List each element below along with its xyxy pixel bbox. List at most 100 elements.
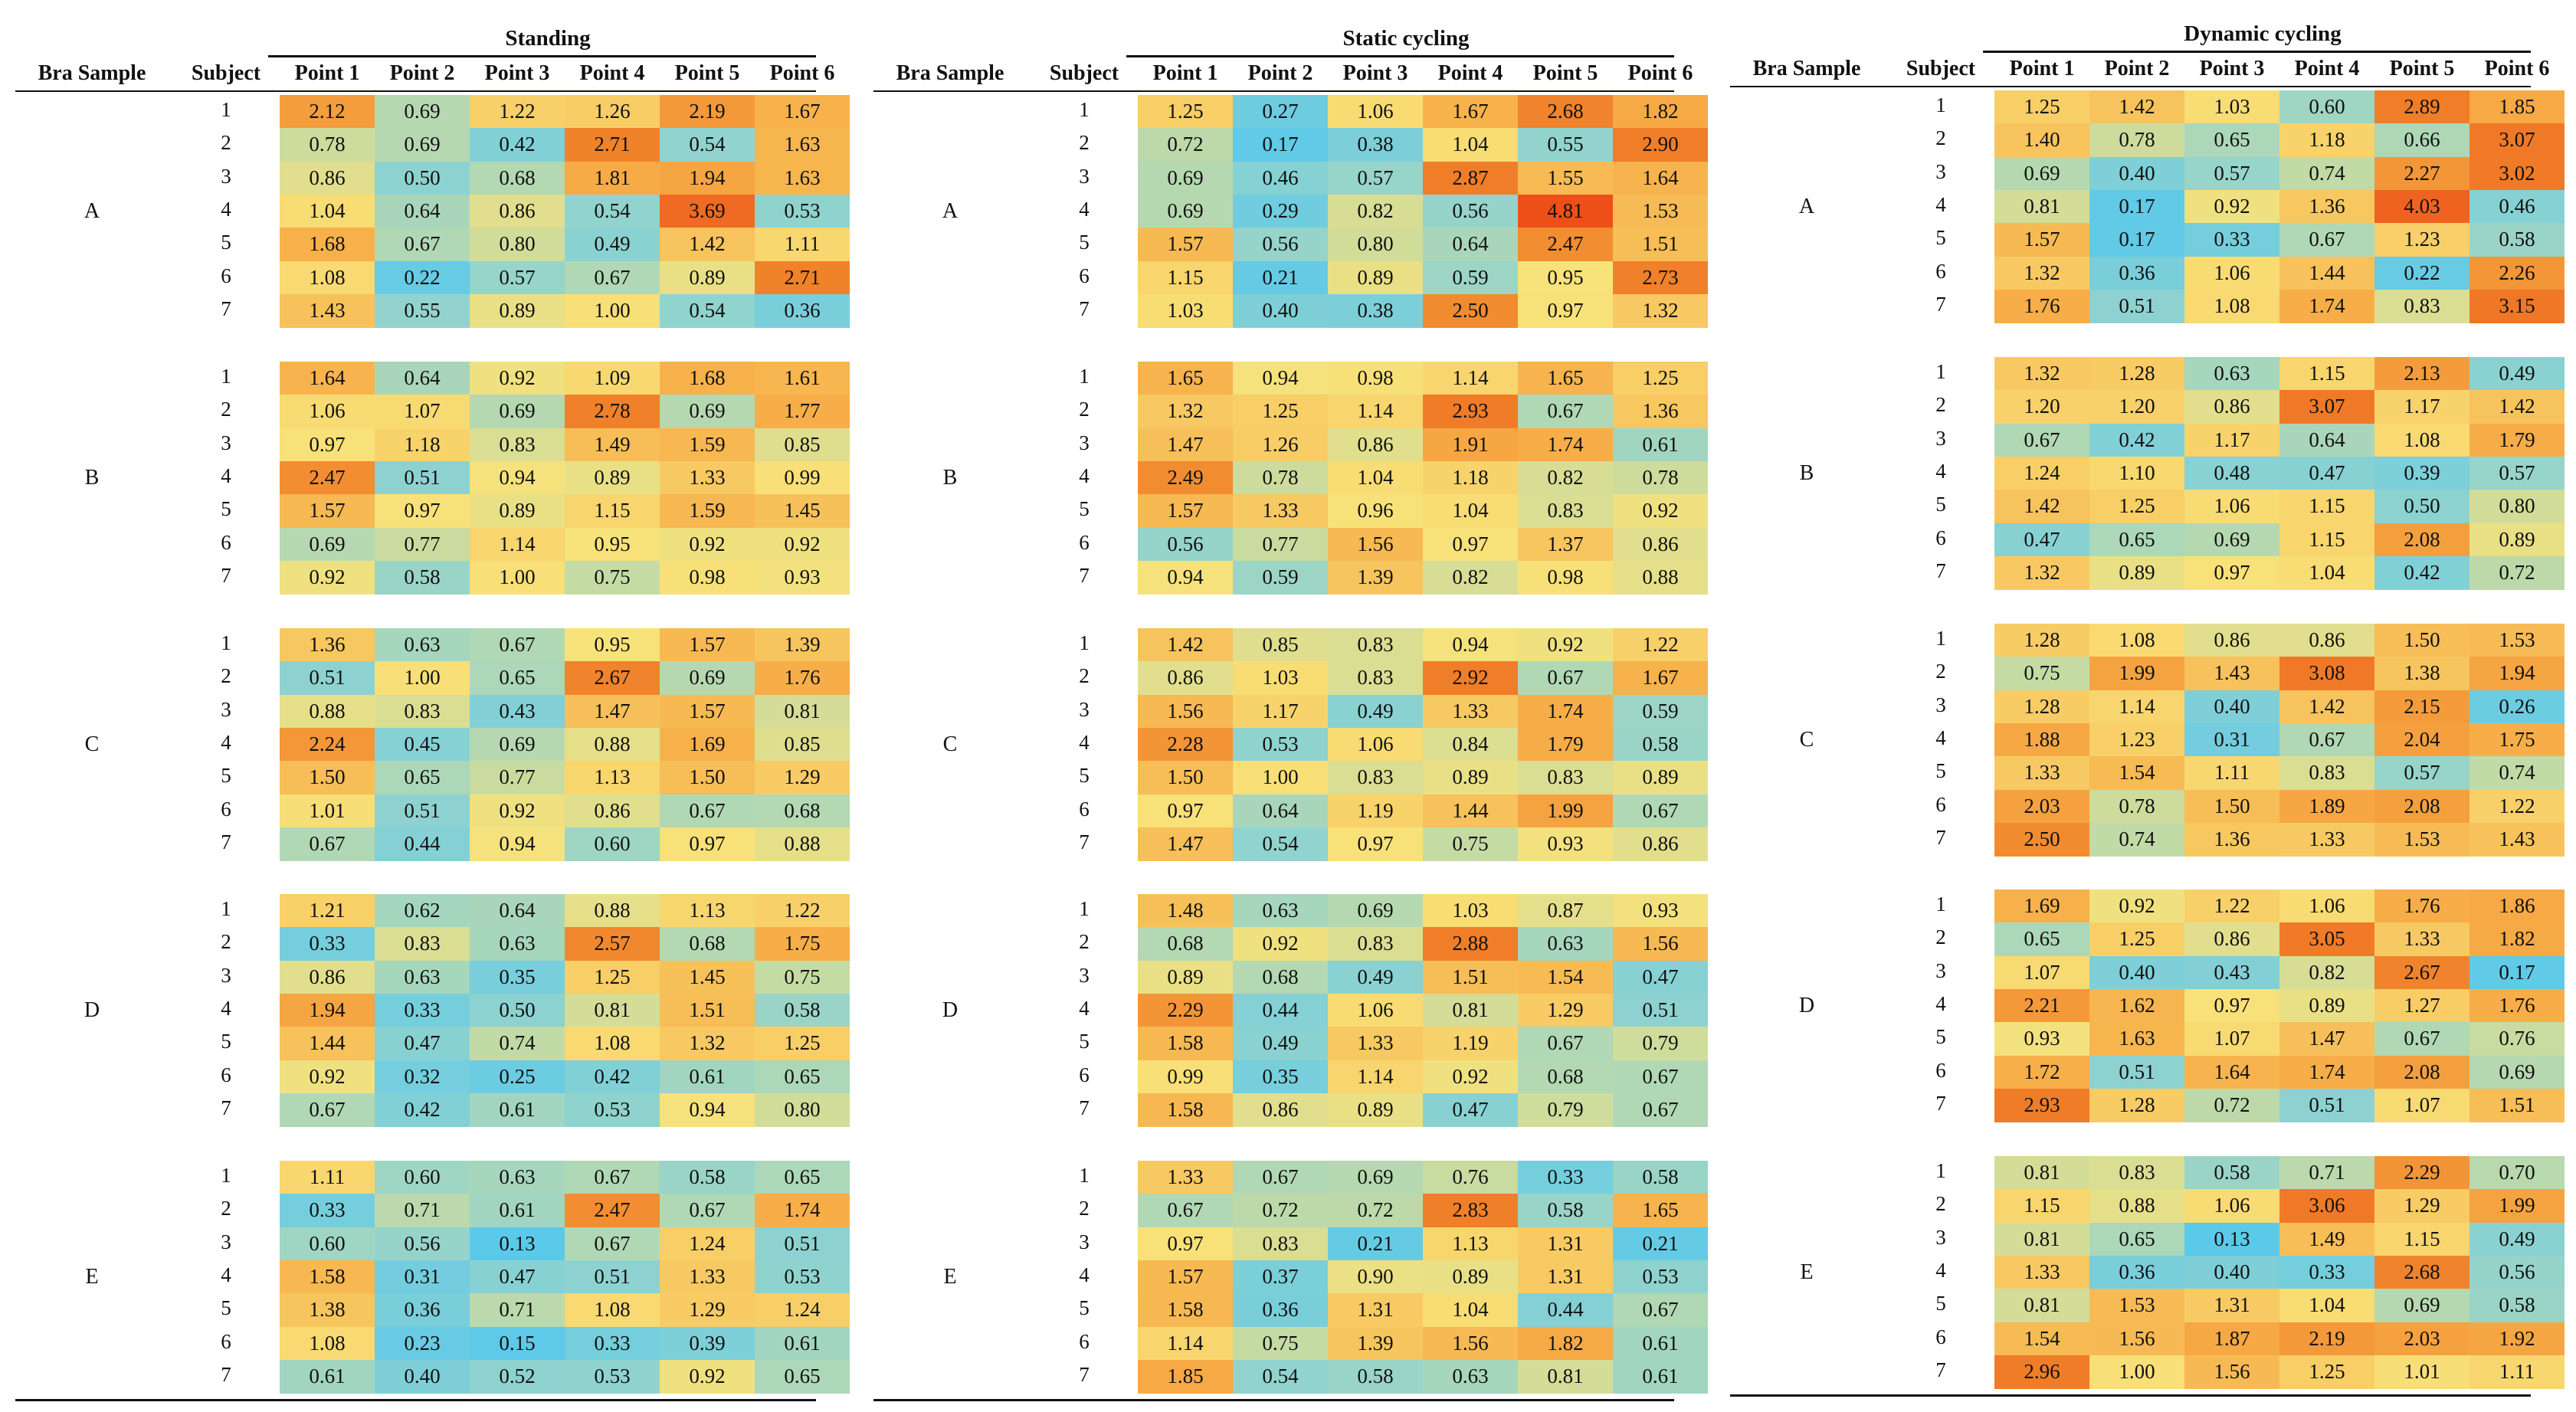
heatmap-cell: 0.42 — [375, 1093, 470, 1127]
heatmap-cell: 1.85 — [2469, 90, 2565, 124]
heatmap-cell: 0.68 — [1233, 960, 1328, 994]
heatmap-cell: 0.98 — [660, 560, 755, 595]
subject-number: 5 — [1935, 1025, 1946, 1049]
heatmap-cell: 1.88 — [1994, 722, 2089, 757]
heatmap-cell: 1.42 — [2279, 690, 2374, 724]
heatmap-cell: 2.93 — [1994, 1088, 2089, 1122]
heatmap-cell: 1.53 — [1613, 194, 1708, 228]
heatmap-cell: 1.99 — [2469, 1189, 2565, 1224]
heatmap-cell: 2.87 — [1423, 161, 1518, 195]
heatmap-cell: 0.81 — [755, 694, 850, 729]
header-point-3: Point 3 — [484, 61, 550, 85]
heatmap-cell: 0.92 — [470, 362, 565, 395]
heatmap-cell: 0.75 — [1994, 657, 2089, 691]
heatmap-cell: 1.76 — [2374, 889, 2469, 923]
heatmap-cell: 0.51 — [2089, 1055, 2184, 1089]
heatmap-cell: 0.59 — [1423, 260, 1518, 295]
heatmap-cell: 1.57 — [1138, 1260, 1233, 1294]
heatmap-cell: 1.01 — [2374, 1355, 2469, 1389]
heatmap-cell: 3.07 — [2469, 123, 2565, 158]
heatmap-cell: 1.17 — [2374, 390, 2469, 424]
heatmap-cell: 0.85 — [1233, 628, 1328, 662]
subject-number: 6 — [221, 1329, 231, 1353]
heatmap-cell: 0.49 — [565, 228, 660, 261]
heatmap-cell: 1.65 — [1138, 362, 1233, 395]
header-subject: Subject — [1049, 61, 1119, 85]
subject-number: 3 — [221, 431, 231, 454]
heatmap-cell: 1.54 — [1994, 1322, 2089, 1356]
table-panel-1: Standing Bra Sample Subject Point 1 Point 2 P… — [15, 25, 850, 1404]
panel-title: Standing — [505, 26, 591, 51]
subject-number: 4 — [221, 197, 231, 221]
heatmap-cell: 0.57 — [2184, 156, 2279, 191]
heatmap-cell: 1.75 — [2469, 722, 2565, 757]
heatmap-cell: 0.84 — [1423, 727, 1518, 762]
subject-number: 5 — [1079, 231, 1090, 254]
heatmap-cell: 1.29 — [660, 1293, 755, 1327]
heatmap-cell: 0.38 — [1328, 128, 1423, 162]
heatmap-cell: 4.03 — [2374, 189, 2469, 224]
heatmap-cell: 1.14 — [1328, 395, 1423, 429]
heatmap-cell: 1.03 — [1138, 293, 1233, 328]
heatmap-cell: 0.97 — [2184, 988, 2279, 1023]
heatmap-cell: 0.42 — [470, 128, 565, 162]
heatmap-cell: 2.13 — [2374, 357, 2469, 391]
heatmap-cell: 0.81 — [1994, 189, 2089, 224]
heatmap-cell: 0.64 — [375, 362, 470, 395]
heatmap-cell: 2.08 — [2374, 789, 2469, 824]
bra-sample-label: A — [942, 198, 959, 223]
heatmap-cell: 1.14 — [1423, 362, 1518, 395]
heatmap-cell: 2.29 — [1138, 993, 1233, 1027]
subject-number: 7 — [1079, 830, 1090, 853]
heatmap-cell: 0.80 — [755, 1093, 850, 1127]
heatmap-cell: 0.75 — [1233, 1326, 1328, 1361]
heatmap-cell: 1.31 — [1518, 1260, 1613, 1294]
heatmap-cell: 0.89 — [2089, 555, 2184, 590]
subject-number: 6 — [1079, 797, 1090, 821]
heatmap-cell: 0.85 — [755, 727, 850, 762]
heatmap-cell: 0.67 — [1613, 1060, 1708, 1094]
header-point-3: Point 3 — [2199, 57, 2265, 80]
heatmap-cell: 0.92 — [660, 527, 755, 562]
subject-number: 5 — [1935, 759, 1946, 783]
heatmap-cell: 1.74 — [1518, 694, 1613, 729]
heatmap-cell: 1.08 — [2089, 624, 2184, 657]
heatmap-cell: 0.92 — [470, 794, 565, 828]
heatmap-cell: 0.72 — [1138, 128, 1233, 162]
heatmap-cell: 0.82 — [1518, 460, 1613, 495]
heatmap-cell: 0.59 — [1233, 560, 1328, 595]
heatmap-cell: 1.81 — [565, 161, 660, 195]
heatmap-cell: 0.89 — [660, 260, 755, 295]
heatmap-cell: 0.82 — [2279, 955, 2374, 990]
heatmap-cell: 1.76 — [1994, 289, 2089, 323]
heatmap-cell: 1.00 — [1233, 761, 1328, 794]
heatmap-cell: 0.86 — [1613, 827, 1708, 861]
heatmap-cell: 0.94 — [470, 460, 565, 495]
heatmap-cell: 0.74 — [2279, 156, 2374, 191]
heatmap-cell: 0.77 — [375, 527, 470, 562]
heatmap-cell: 1.23 — [2089, 722, 2184, 757]
heatmap-cell: 1.87 — [2184, 1322, 2279, 1356]
heatmap-cell: 0.96 — [1328, 494, 1423, 528]
heatmap-cell: 0.67 — [1518, 395, 1613, 429]
heatmap-cell: 0.42 — [2089, 423, 2184, 457]
heatmap-cell: 1.23 — [2374, 223, 2469, 257]
heatmap-cell: 1.06 — [1328, 727, 1423, 762]
heatmap-cell: 1.85 — [1138, 1359, 1233, 1394]
heatmap-cell: 0.13 — [470, 1227, 565, 1261]
heatmap-cell: 0.83 — [2374, 289, 2469, 323]
heatmap-cell: 0.69 — [375, 128, 470, 162]
heatmap-cell: 0.31 — [375, 1260, 470, 1294]
heatmap-cell: 0.40 — [2089, 156, 2184, 191]
heatmap-cell: 0.67 — [1233, 1161, 1328, 1194]
heatmap-cell: 0.99 — [1138, 1060, 1233, 1094]
subject-number: 2 — [1079, 131, 1090, 155]
heatmap-cell: 0.67 — [280, 1093, 375, 1127]
heatmap-cell: 0.61 — [660, 1060, 755, 1094]
heatmap-cell: 1.25 — [2089, 490, 2184, 523]
heatmap-cell: 1.63 — [755, 128, 850, 162]
heatmap-cell: 0.82 — [1423, 560, 1518, 595]
heatmap-cell: 0.17 — [1233, 128, 1328, 162]
heatmap-cell: 1.06 — [2184, 1189, 2279, 1224]
heatmap-cell: 0.89 — [1423, 1260, 1518, 1294]
